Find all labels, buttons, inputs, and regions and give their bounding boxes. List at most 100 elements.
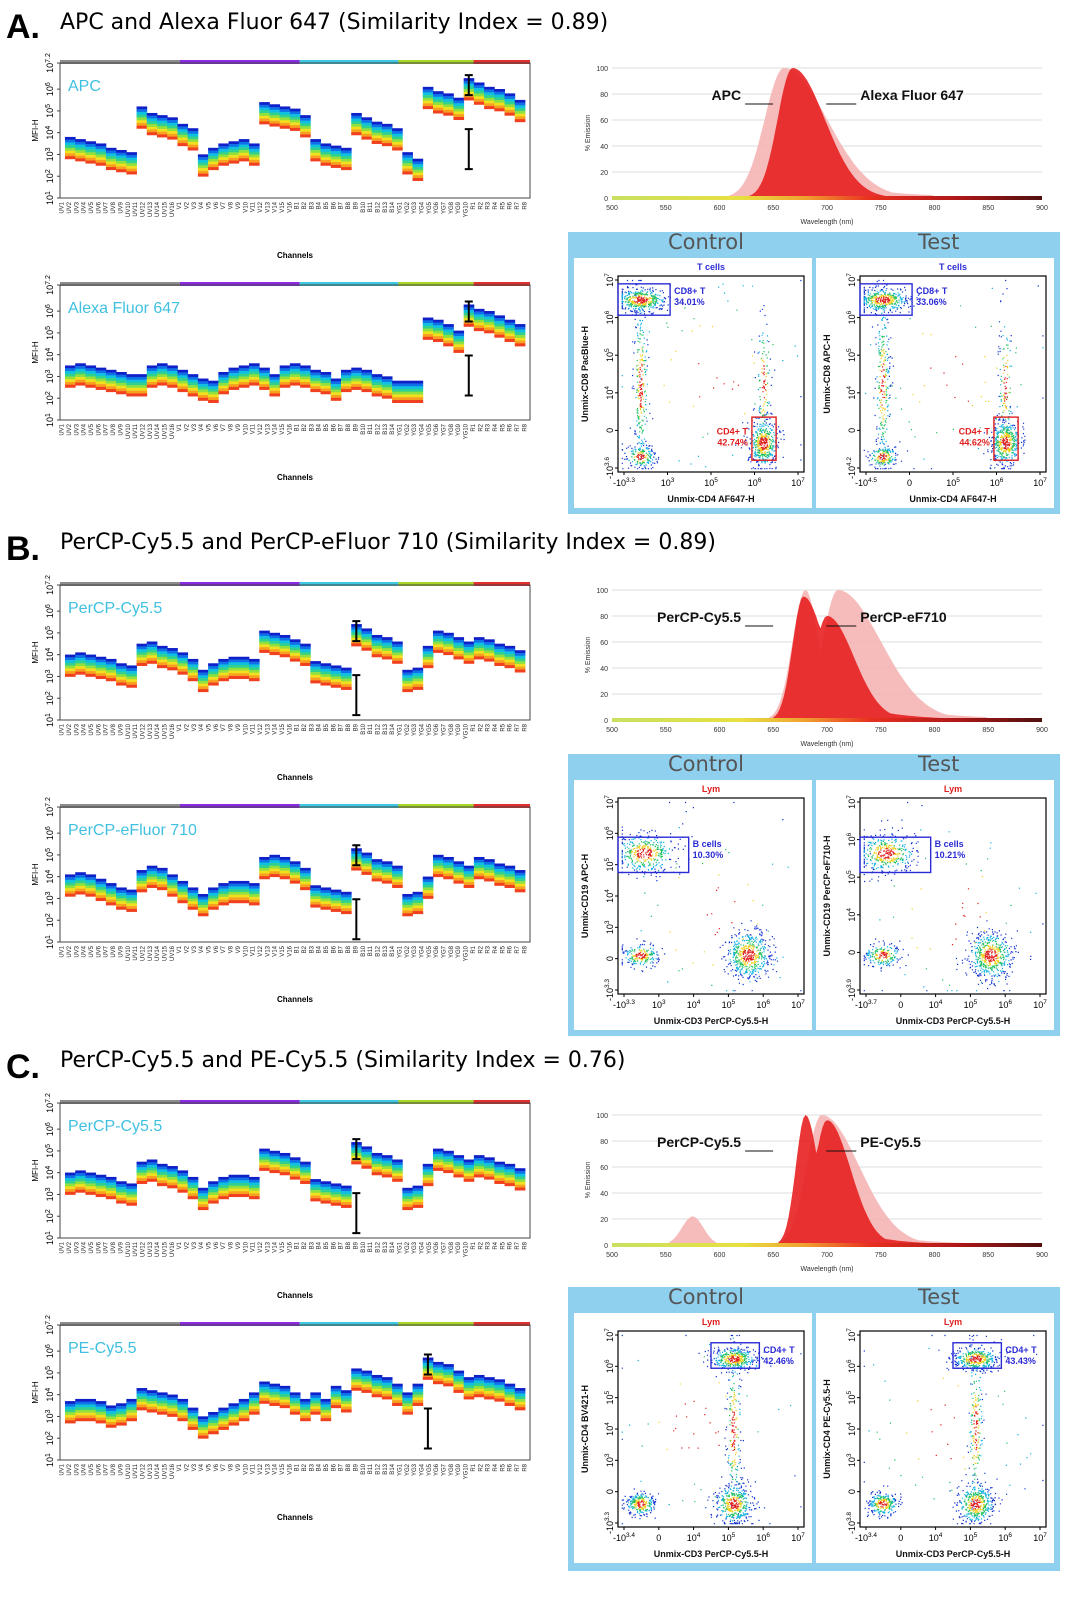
signature-column: [228, 1403, 240, 1426]
signature-band: [514, 669, 526, 673]
signature-band: [494, 646, 505, 650]
signature-band: [197, 669, 209, 673]
signature-band: [218, 1426, 229, 1430]
signature-column: [146, 641, 158, 664]
signature-column: [494, 1379, 505, 1402]
channel-tick-label: UV3: [74, 945, 80, 957]
gate-name: CD4+ T: [763, 1345, 795, 1355]
signature-band: [381, 1163, 393, 1167]
signature-band: [228, 1174, 240, 1178]
x-tick-label: 107: [1033, 1532, 1047, 1543]
signature-band: [361, 375, 373, 379]
gate-rect[interactable]: [952, 1342, 1003, 1369]
signature-band: [126, 1398, 137, 1402]
signature-band: [95, 895, 107, 899]
signature-band: [75, 655, 86, 659]
y-axis-label: Unmix-CD19 APC-H: [580, 854, 590, 938]
signature-band: [351, 1387, 362, 1391]
signature-band: [371, 1163, 383, 1168]
signature-band: [320, 1415, 332, 1419]
signature-band: [105, 389, 117, 393]
gate-rect[interactable]: [751, 416, 777, 461]
signature-band: [157, 371, 168, 375]
signature-band: [443, 1153, 454, 1157]
channel-tick-label: YG10: [464, 201, 470, 217]
signature-band: [504, 1180, 516, 1184]
y-tick-label: 104: [45, 1166, 55, 1180]
y-tick-label: 104: [45, 348, 55, 362]
channel-tick-label: V10: [243, 201, 249, 212]
signature-band: [300, 654, 311, 658]
channel-tick-label: YG8: [449, 945, 455, 958]
signature-band: [371, 872, 383, 876]
signature-column: [351, 1368, 362, 1391]
signature-band: [351, 123, 362, 128]
signature-band: [300, 376, 311, 380]
signature-band: [392, 388, 403, 392]
laser-bar-segment: [179, 804, 300, 808]
y-tick-label: 102: [45, 913, 55, 927]
gate-rect[interactable]: [993, 416, 1019, 461]
signature-band: [453, 864, 465, 868]
channel-tick-label: V14: [273, 1463, 279, 1474]
signature-band: [473, 637, 485, 641]
signature-band: [65, 1417, 76, 1421]
signature-band: [484, 311, 495, 315]
y-tick-label: 107: [604, 273, 615, 287]
signature-band: [463, 865, 475, 869]
signature-band: [371, 1388, 383, 1392]
signature-band: [412, 1204, 424, 1208]
signature-band: [228, 1422, 240, 1426]
signature-band: [197, 159, 209, 163]
signature-band: [330, 397, 342, 401]
signature-band: [228, 157, 240, 161]
signature-band: [453, 645, 465, 649]
signature-band: [351, 1368, 362, 1372]
signature-band: [116, 385, 127, 389]
signature-band: [136, 878, 148, 882]
channel-tick-label: UV8: [111, 723, 117, 735]
signature-band: [238, 1415, 250, 1419]
channel-tick-label: V6: [214, 1463, 220, 1471]
signature-band: [402, 902, 413, 906]
signature-band: [116, 1200, 127, 1204]
signature-band: [259, 1165, 270, 1169]
signature-band: [341, 1390, 352, 1394]
channel-tick-label: UV10: [126, 723, 132, 739]
signature-band: [341, 678, 352, 682]
signature-band: [95, 1414, 107, 1418]
signature-band: [473, 867, 485, 872]
gate-rect[interactable]: [617, 283, 671, 316]
signature-band: [85, 1415, 97, 1419]
signature-band: [514, 1168, 526, 1172]
channel-tick-label: B13: [383, 1241, 389, 1252]
signature-band: [105, 885, 117, 889]
signature-band: [494, 334, 505, 338]
signature-column: [197, 893, 209, 917]
signature-band: [228, 886, 240, 890]
signature-band: [504, 101, 516, 105]
signature-band: [443, 93, 454, 97]
signature-band: [351, 1379, 362, 1383]
channel-tick-label: R7: [515, 201, 521, 209]
gate-rect[interactable]: [617, 836, 690, 874]
signature-band: [320, 671, 332, 675]
signature-band: [371, 1158, 383, 1162]
x-tick-label: 800: [929, 205, 941, 212]
signature-band: [157, 645, 168, 649]
signature-band: [279, 645, 291, 650]
signature-band: [75, 1173, 86, 1177]
signature-column: [412, 380, 424, 403]
gate-rect[interactable]: [710, 1342, 761, 1369]
signature-band: [289, 864, 301, 868]
signature-band: [443, 873, 454, 877]
signature-band: [269, 1391, 281, 1395]
signature-band: [177, 886, 189, 890]
signature-column: [463, 1377, 475, 1400]
signature-band: [157, 1163, 168, 1167]
gate-rect[interactable]: [859, 836, 932, 874]
channel-tick-label: UV15: [162, 945, 168, 961]
signature-band: [453, 880, 465, 884]
signature-band: [341, 167, 352, 171]
gate-rect[interactable]: [859, 283, 913, 316]
